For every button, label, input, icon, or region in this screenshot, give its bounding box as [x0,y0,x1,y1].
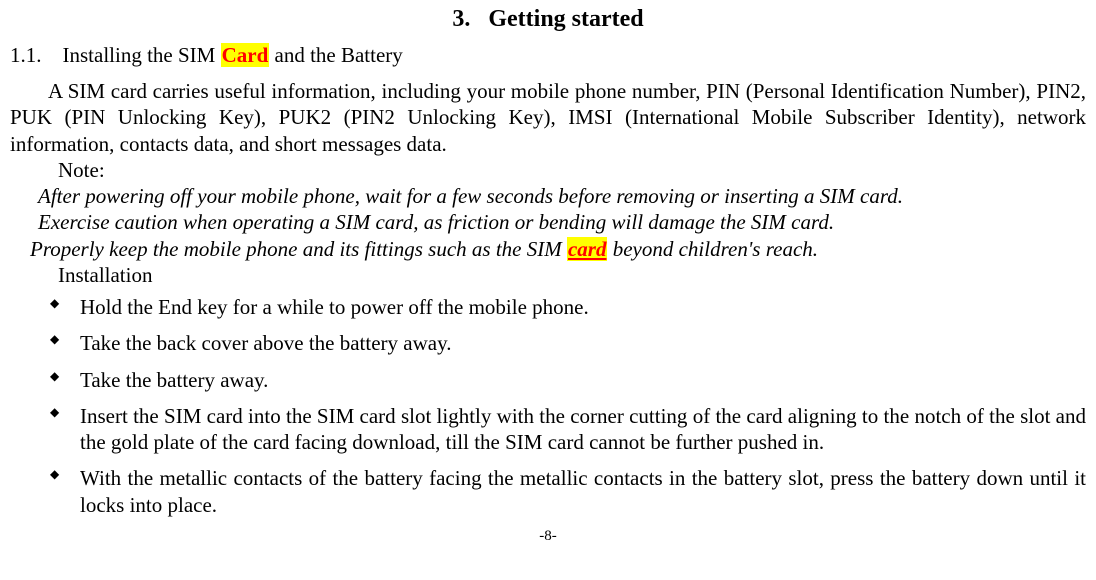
list-item: Take the back cover above the battery aw… [50,330,1086,356]
note-line-3: Properly keep the mobile phone and its f… [30,236,1086,262]
note-label: Note: [58,157,1086,183]
note-line-2: Exercise caution when operating a SIM ca… [38,209,1086,235]
list-item: Take the battery away. [50,367,1086,393]
note3-suffix: beyond children's reach. [607,237,818,261]
installation-steps: Hold the End key for a while to power of… [10,294,1086,518]
highlight-card: Card [221,43,270,67]
list-item: Hold the End key for a while to power of… [50,294,1086,320]
note-line-1: After powering off your mobile phone, wa… [38,183,1086,209]
section-title: Getting started [488,6,643,32]
page-number: -8- [10,528,1086,545]
section-number: 3. [452,6,470,32]
subsection-title-suffix: and the Battery [269,43,403,67]
section-heading: 3. Getting started [10,6,1086,33]
list-item: Insert the SIM card into the SIM card sl… [50,403,1086,456]
subsection-title-prefix: Installing the SIM [63,43,221,67]
document-page: 3. Getting started 1.1. Installing the S… [0,6,1096,545]
intro-paragraph: A SIM card carries useful information, i… [10,78,1086,157]
note3-prefix: Properly keep the mobile phone and its f… [30,237,567,261]
highlight-card-italic: card [567,237,608,261]
installation-label: Installation [58,262,1086,288]
subsection-number: 1.1. [10,43,42,67]
subsection-heading: 1.1. Installing the SIM Card and the Bat… [10,43,1086,68]
list-item: With the metallic contacts of the batter… [50,465,1086,518]
